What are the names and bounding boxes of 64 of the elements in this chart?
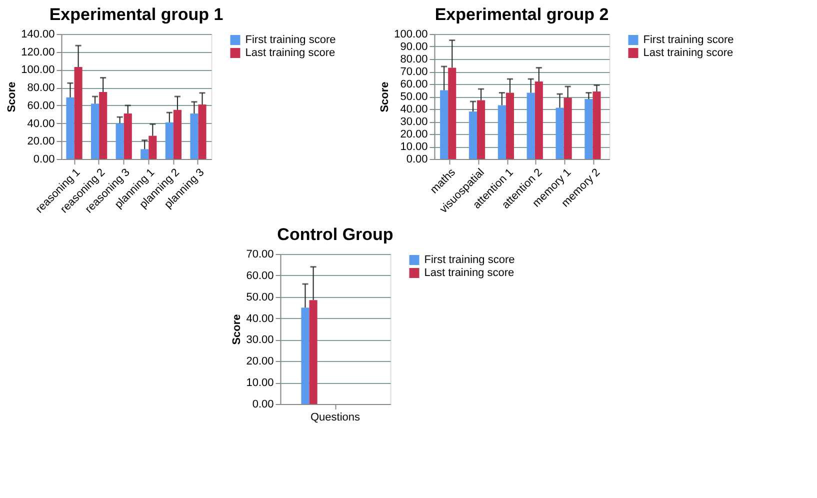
- bar: [140, 149, 149, 159]
- bar: [506, 92, 514, 159]
- y-tick-label: 0.00: [252, 398, 274, 410]
- y-tick-label: 100.00: [394, 28, 428, 40]
- bar: [440, 90, 448, 159]
- y-axis-title: Score: [6, 82, 18, 112]
- x-tick-label: Questions: [310, 412, 361, 424]
- y-tick-label: 140.00: [21, 28, 55, 40]
- bar: [91, 104, 100, 159]
- bar: [477, 100, 486, 159]
- y-tick-label: 20.00: [400, 128, 428, 140]
- legend-label: Last training score: [424, 267, 514, 279]
- y-tick-label: 20.00: [27, 136, 55, 148]
- bar: [564, 98, 572, 159]
- bar: [534, 82, 543, 159]
- chart-title: Experimental group 1: [49, 5, 224, 24]
- y-tick-label: 80.00: [27, 82, 55, 94]
- legend-label: Last training score: [245, 47, 336, 59]
- y-tick-label: 50.00: [400, 91, 428, 103]
- bar: [124, 113, 132, 159]
- bar: [190, 113, 198, 159]
- bar: [173, 110, 182, 159]
- y-tick-label: 100.00: [21, 64, 55, 76]
- y-tick-label: 50.00: [246, 291, 274, 304]
- y-tick-label: 10.00: [400, 141, 428, 153]
- y-axis-title: Score: [231, 314, 244, 345]
- y-tick-label: 0.00: [406, 154, 428, 166]
- y-axis-title: Score: [379, 82, 392, 112]
- y-tick-label: 30.00: [400, 116, 428, 128]
- y-tick-label: 40.00: [27, 118, 55, 130]
- chart-title: Control Group: [277, 225, 394, 244]
- bar: [198, 104, 206, 159]
- bar: [99, 92, 108, 159]
- bar: [498, 105, 506, 159]
- y-tick-label: 90.00: [400, 41, 428, 53]
- y-tick-label: 120.00: [21, 46, 55, 58]
- y-tick-label: 10.00: [246, 377, 274, 390]
- bar: [448, 68, 456, 159]
- legend-label: First training score: [424, 254, 515, 266]
- legend-label: Last training score: [643, 47, 734, 59]
- y-tick-label: 0.00: [33, 154, 55, 166]
- y-tick-label: 70.00: [400, 66, 428, 78]
- legend-label: First training score: [245, 34, 336, 46]
- bar: [556, 108, 564, 159]
- bar: [116, 123, 124, 159]
- bar: [165, 122, 174, 159]
- bar: [74, 67, 82, 159]
- y-tick-label: 40.00: [246, 312, 274, 325]
- y-tick-label: 70.00: [246, 248, 274, 260]
- legend-label: First training score: [643, 34, 734, 46]
- bar: [526, 92, 535, 159]
- y-tick-label: 60.00: [246, 270, 274, 282]
- y-tick-label: 60.00: [400, 78, 428, 90]
- y-tick-label: 80.00: [400, 54, 428, 66]
- y-tick-label: 20.00: [246, 356, 274, 368]
- bar: [584, 99, 593, 159]
- bar: [148, 136, 157, 159]
- y-tick-label: 60.00: [27, 100, 55, 112]
- bar: [592, 92, 601, 159]
- bar: [468, 112, 478, 159]
- y-tick-label: 40.00: [400, 104, 428, 116]
- bar: [66, 97, 74, 159]
- chart-title: Experimental group 2: [434, 5, 609, 24]
- y-tick-label: 30.00: [246, 334, 274, 346]
